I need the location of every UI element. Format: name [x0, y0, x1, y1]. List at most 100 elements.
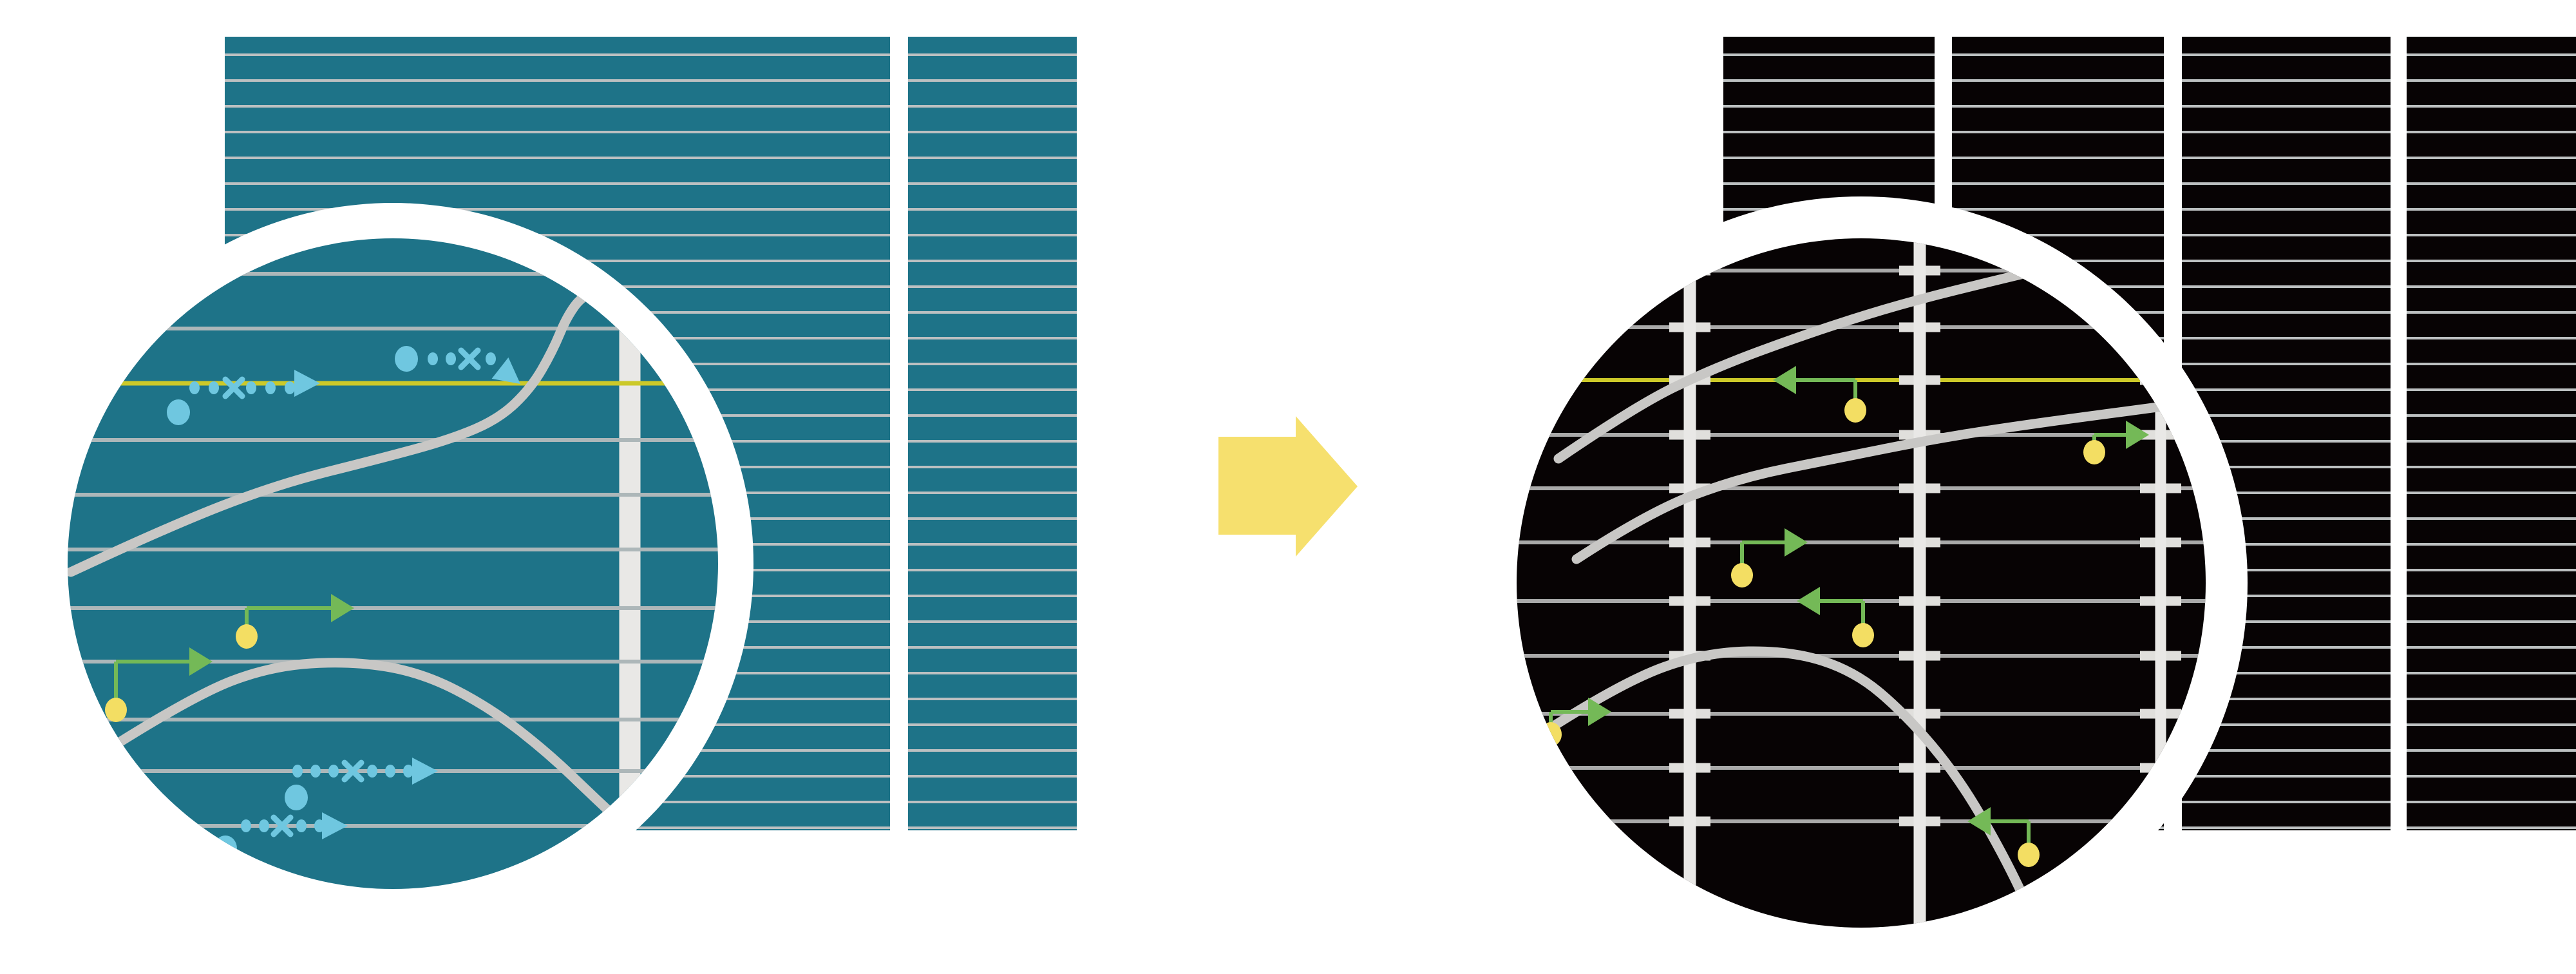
- panel-section: [908, 37, 1077, 830]
- green-arrowhead-icon: [189, 647, 213, 676]
- blocked-path-dot: [285, 381, 295, 394]
- finger-line: [2182, 414, 2391, 417]
- finger-line: [1952, 131, 2164, 133]
- finger-line: [1723, 157, 1935, 159]
- finger-line: [2182, 157, 2391, 159]
- magnified-finger-line: [68, 548, 718, 551]
- finger-line: [908, 646, 1077, 649]
- magnified-view-black-cell: [1475, 196, 2248, 969]
- finger-line: [2182, 517, 2391, 520]
- finger-line: [2407, 79, 2576, 82]
- finger-line: [908, 79, 1077, 82]
- finger-line: [908, 234, 1077, 236]
- blocked-path-dot: [367, 765, 377, 778]
- finger-line: [1952, 182, 2164, 185]
- finger-line: [908, 208, 1077, 211]
- blocked-electron-dot: [167, 399, 190, 425]
- recombination-x-icon: [341, 759, 365, 783]
- blocked-electron-dot: [395, 346, 418, 372]
- electron-dot: [236, 624, 258, 649]
- magnified-finger-line: [68, 327, 718, 330]
- finger-line: [908, 157, 1077, 159]
- highlighted-finger-line: [1517, 378, 2206, 382]
- finger-line: [2182, 620, 2391, 623]
- finger-line: [908, 723, 1077, 726]
- blocked-path-dot: [292, 765, 303, 778]
- electron-dot: [1852, 623, 1874, 647]
- finger-line: [908, 388, 1077, 391]
- finger-line: [1723, 131, 1935, 133]
- finger-line: [908, 466, 1077, 468]
- finger-line: [2182, 646, 2391, 649]
- finger-line: [2182, 595, 2391, 597]
- finger-line: [2182, 131, 2391, 133]
- green-arrowhead-icon: [1785, 528, 1808, 557]
- finger-line: [2407, 363, 2576, 365]
- finger-line: [225, 105, 890, 108]
- finger-line: [2182, 801, 2391, 803]
- finger-line: [908, 672, 1077, 674]
- cell-surface: [2407, 37, 2576, 830]
- finger-line: [908, 440, 1077, 443]
- finger-line: [2182, 182, 2391, 185]
- magnified-finger-line: [1517, 540, 2206, 544]
- finger-line: [2407, 569, 2576, 571]
- magnified-finger-line: [1517, 819, 2206, 823]
- finger-line: [2182, 775, 2391, 778]
- finger-line: [2407, 440, 2576, 443]
- finger-line: [1952, 234, 2164, 236]
- finger-line: [908, 53, 1077, 56]
- green-arrowhead-icon: [331, 594, 354, 622]
- finger-line: [908, 285, 1077, 288]
- finger-line: [908, 311, 1077, 314]
- finger-line: [2407, 723, 2576, 726]
- green-arrowhead-icon: [1588, 698, 1611, 726]
- finger-line: [2182, 79, 2391, 82]
- finger-line: [2407, 466, 2576, 468]
- finger-line: [2407, 826, 2576, 829]
- finger-line: [2182, 672, 2391, 674]
- finger-line: [2182, 208, 2391, 211]
- finger-line: [2182, 53, 2391, 56]
- finger-line: [2407, 260, 2576, 262]
- finger-line: [2407, 285, 2576, 288]
- finger-line: [2182, 363, 2391, 365]
- blue-arrowhead-icon: [322, 812, 348, 839]
- magnified-cell-surface: [1517, 238, 2206, 928]
- finger-line: [2182, 492, 2391, 494]
- finger-line: [908, 260, 1077, 262]
- blocked-path-dot: [189, 381, 200, 394]
- blocked-path-dot: [328, 765, 339, 778]
- magnified-finger-line: [68, 660, 718, 664]
- electron-dot: [1844, 398, 1866, 423]
- magnified-finger-line: [68, 272, 718, 276]
- finger-line: [908, 543, 1077, 546]
- finger-line: [2182, 311, 2391, 314]
- finger-line: [2407, 53, 2576, 56]
- finger-line: [908, 337, 1077, 339]
- finger-line: [1952, 208, 2164, 211]
- finger-line: [2407, 105, 2576, 108]
- finger-line: [1723, 53, 1935, 56]
- finger-line: [2407, 749, 2576, 752]
- grain-boundary-line: [104, 658, 649, 849]
- panel-section: [2407, 37, 2576, 830]
- blocked-path-dot: [209, 381, 219, 394]
- finger-line: [225, 79, 890, 82]
- finger-line: [908, 569, 1077, 571]
- blue-arrowhead-icon: [491, 357, 520, 384]
- recombination-x-icon: [270, 814, 294, 837]
- finger-line: [225, 234, 890, 236]
- finger-line: [2407, 620, 2576, 623]
- finger-line: [2407, 698, 2576, 700]
- finger-line: [225, 182, 890, 185]
- magnified-finger-line: [68, 824, 718, 828]
- recombination-x-icon: [458, 347, 481, 370]
- finger-line: [2407, 234, 2576, 236]
- magnified-finger-line: [68, 718, 718, 721]
- finger-line: [2407, 414, 2576, 417]
- finger-line: [2407, 672, 2576, 674]
- finger-line: [2182, 260, 2391, 262]
- finger-line: [2182, 234, 2391, 236]
